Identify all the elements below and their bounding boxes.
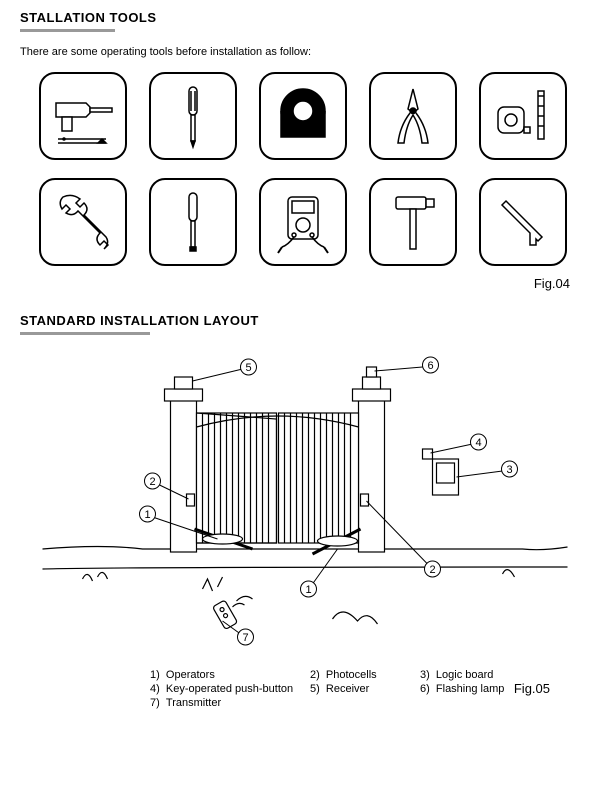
tool-tape — [259, 72, 347, 160]
svg-text:1: 1 — [305, 584, 311, 596]
svg-text:2: 2 — [149, 476, 155, 488]
tool-row-2 — [39, 178, 567, 266]
figure-label-05: Fig.05 — [514, 681, 550, 696]
tool-hammer — [369, 178, 457, 266]
legend-1: 1) Operators — [150, 669, 310, 681]
tool-multimeter — [259, 178, 347, 266]
tool-wrench — [39, 178, 127, 266]
svg-text:1: 1 — [144, 509, 150, 521]
section-tools: STALLATION TOOLS There are some operatin… — [20, 10, 585, 291]
legend-5: 5) Receiver — [310, 683, 420, 695]
tool-drill — [39, 72, 127, 160]
svg-text:3: 3 — [506, 464, 512, 476]
tool-hex-key — [479, 178, 567, 266]
legend-4: 4) Key-operated push-button — [150, 683, 310, 695]
tool-screwdriver-flat — [149, 178, 237, 266]
section-title-tools: STALLATION TOOLS — [20, 10, 585, 25]
title-underline — [20, 29, 115, 32]
tool-screwdriver-phillips — [149, 72, 237, 160]
tool-tape-measure — [479, 72, 567, 160]
title-underline-2 — [20, 332, 150, 335]
svg-text:7: 7 — [242, 632, 248, 644]
legend-3: 3) Logic board — [420, 669, 540, 681]
tool-pliers — [369, 72, 457, 160]
section-layout: STANDARD INSTALLATION LAYOUT — [20, 313, 585, 709]
svg-text:2: 2 — [429, 564, 435, 576]
figure-label-04: Fig.04 — [20, 276, 570, 291]
tools-grid — [20, 72, 585, 266]
svg-text:5: 5 — [245, 362, 251, 374]
legend-7: 7) Transmitter — [150, 697, 310, 709]
tool-row-1 — [39, 72, 567, 160]
installation-diagram: 5 6 2 1 1 2 — [20, 349, 585, 649]
svg-text:4: 4 — [475, 437, 481, 449]
section-title-layout: STANDARD INSTALLATION LAYOUT — [20, 313, 585, 328]
legend: 1) Operators 2) Photocells 3) Logic boar… — [20, 669, 585, 709]
legend-2: 2) Photocells — [310, 669, 420, 681]
svg-text:6: 6 — [427, 360, 433, 372]
intro-text: There are some operating tools before in… — [20, 46, 585, 58]
